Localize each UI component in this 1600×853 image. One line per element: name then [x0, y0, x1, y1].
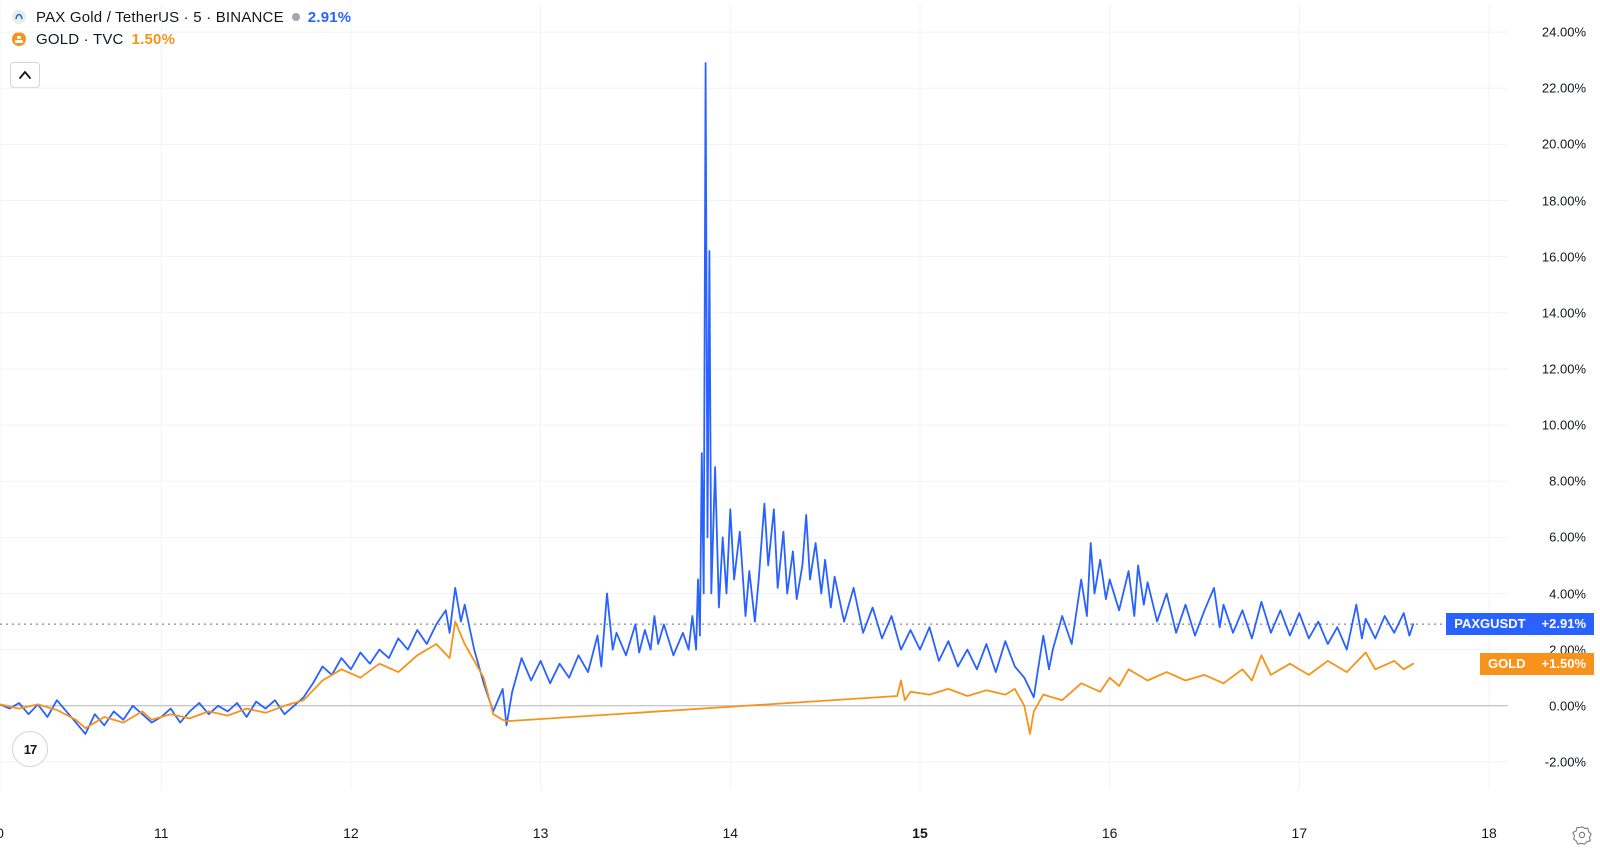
- y-axis-tick-label: 14.00%: [1542, 305, 1586, 320]
- y-axis-tick-label: 16.00%: [1542, 249, 1586, 264]
- price-chart[interactable]: [0, 0, 1600, 853]
- scale-badge-paxgusdt[interactable]: PAXGUSDT+2.91%: [1446, 613, 1594, 635]
- y-axis-tick-label: 24.00%: [1542, 25, 1586, 40]
- y-axis-tick-label: 4.00%: [1549, 586, 1586, 601]
- x-axis-tick-label: 11: [154, 825, 169, 841]
- scale-badge-name: GOLD: [1480, 653, 1534, 675]
- scale-badge-value: +1.50%: [1534, 653, 1594, 675]
- scale-badge-name: PAXGUSDT: [1446, 613, 1533, 635]
- y-axis-tick-label: 6.00%: [1549, 530, 1586, 545]
- x-axis-tick-label: 0: [0, 825, 4, 841]
- x-axis-tick-label: 15: [912, 825, 928, 841]
- scale-badge-value: +2.91%: [1534, 613, 1594, 635]
- y-axis-tick-label: 10.00%: [1542, 418, 1586, 433]
- tradingview-logo-button[interactable]: 17: [12, 731, 48, 767]
- y-axis-tick-label: -2.00%: [1545, 754, 1586, 769]
- x-axis-tick-label: 16: [1102, 825, 1118, 841]
- y-axis-tick-label: 22.00%: [1542, 81, 1586, 96]
- paxgusdt-line: [0, 63, 1413, 734]
- gear-icon: [1572, 825, 1592, 845]
- x-axis-tick-label: 12: [343, 825, 359, 841]
- y-axis-tick-label: 0.00%: [1549, 698, 1586, 713]
- x-axis-tick-label: 14: [722, 825, 738, 841]
- y-axis-tick-label: 12.00%: [1542, 361, 1586, 376]
- x-axis-tick-label: 17: [1292, 825, 1308, 841]
- y-axis-tick-label: 8.00%: [1549, 474, 1586, 489]
- gold-line: [0, 622, 1413, 734]
- scale-badge-gold[interactable]: GOLD+1.50%: [1480, 653, 1594, 675]
- y-axis-tick-label: 18.00%: [1542, 193, 1586, 208]
- x-axis-tick-label: 18: [1481, 825, 1497, 841]
- chart-settings-button[interactable]: [1572, 825, 1592, 845]
- y-axis-tick-label: 20.00%: [1542, 137, 1586, 152]
- x-axis-tick-label: 13: [533, 825, 549, 841]
- tv-logo-text: 17: [24, 742, 36, 757]
